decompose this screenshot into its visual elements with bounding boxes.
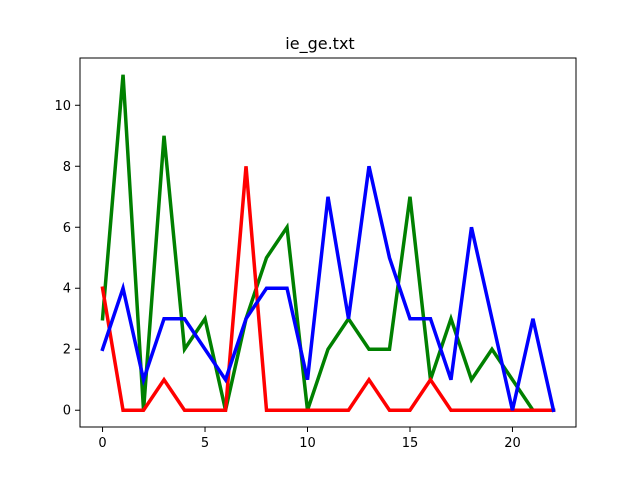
series-line-0 xyxy=(100,74,556,412)
axes-background xyxy=(80,58,576,427)
y-axis: 0 2 4 6 8 10 xyxy=(54,99,80,419)
x-tick-label: 15 xyxy=(402,436,419,451)
series-line-2 xyxy=(100,165,556,413)
x-axis: 0 5 10 15 20 xyxy=(98,427,521,451)
chart-title: ie_ge.txt xyxy=(285,34,354,54)
x-tick-label: 20 xyxy=(504,436,521,451)
y-tick-label: 0 xyxy=(63,404,71,419)
x-tick-label: 10 xyxy=(299,436,316,451)
y-tick-label: 4 xyxy=(63,282,71,297)
series-layer xyxy=(100,74,556,413)
x-tick-label: 5 xyxy=(201,436,209,451)
y-tick-label: 2 xyxy=(63,343,71,358)
series-line-1 xyxy=(100,166,556,412)
y-tick-label: 6 xyxy=(63,221,71,236)
axes-frame xyxy=(79,57,577,428)
y-tick-label: 8 xyxy=(63,160,71,175)
plot-area: 0 5 10 15 20 0 2 4 6 8 10 xyxy=(54,57,577,451)
y-tick-label: 10 xyxy=(54,99,71,114)
x-tick-label: 0 xyxy=(98,436,106,451)
